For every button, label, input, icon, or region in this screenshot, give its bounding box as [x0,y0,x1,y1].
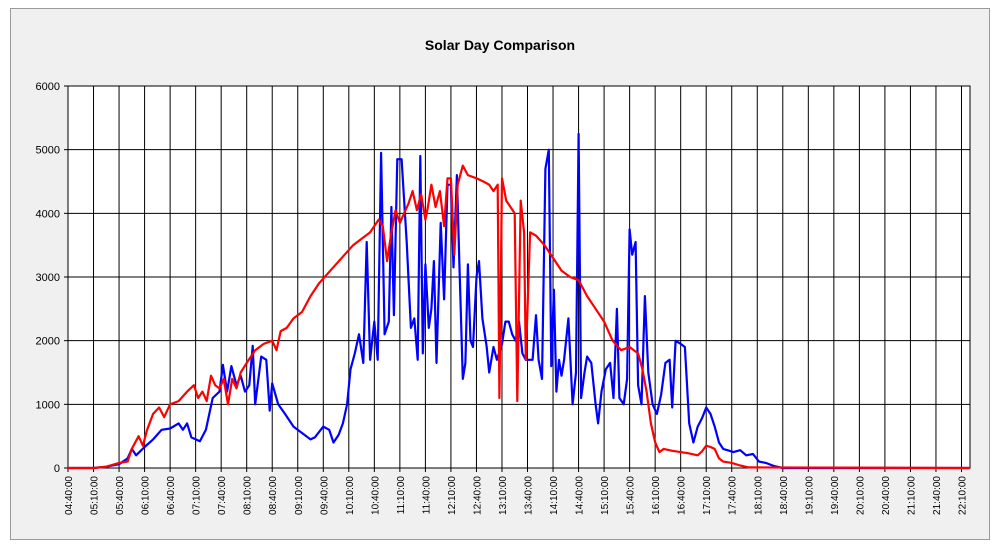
y-tick-label: 1000 [36,399,60,411]
x-tick-label: 17:40:00 [728,476,739,515]
x-tick-label: 12:10:00 [447,476,458,515]
x-tick-label: 17:10:00 [702,476,713,515]
series-line-blue [68,132,970,470]
x-tick-label: 22:10:00 [957,476,968,515]
x-tick-label: 20:40:00 [881,476,892,515]
x-tick-label: 13:40:00 [524,476,535,515]
x-tick-label: 14:40:00 [575,476,586,515]
x-tick-label: 21:40:00 [932,476,943,515]
x-tick-label: 10:10:00 [345,476,356,515]
x-tick-label: 06:40:00 [166,476,177,515]
x-tick-label: 04:40:00 [64,476,75,515]
x-tick-label: 07:40:00 [217,476,228,515]
x-tick-label: 08:40:00 [268,476,279,515]
x-tick-label: 16:40:00 [677,476,688,515]
y-tick-label: 0 [54,463,60,475]
x-tick-label: 13:10:00 [498,476,509,515]
x-tick-label: 18:10:00 [753,476,764,515]
x-tick-label: 15:10:00 [600,476,611,515]
y-tick-label: 3000 [36,272,60,284]
x-tick-label: 05:10:00 [90,476,101,515]
x-tick-label: 16:10:00 [651,476,662,515]
x-tick-label: 11:40:00 [421,476,432,515]
y-tick-label: 5000 [36,145,60,157]
x-tick-label: 07:10:00 [192,476,203,515]
x-tick-label: 19:40:00 [830,476,841,515]
y-tick-label: 6000 [36,81,60,93]
x-tick-label: 08:10:00 [243,476,254,515]
x-tick-label: 18:40:00 [779,476,790,515]
x-tick-label: 20:10:00 [855,476,866,515]
x-tick-label: 14:10:00 [549,476,560,515]
series-line-red [68,164,971,470]
chart-title: Solar Day Comparison [425,37,575,53]
top-strip [0,0,995,8]
x-tick-label: 06:10:00 [141,476,152,515]
x-tick-label: 09:10:00 [294,476,305,515]
x-tick-label: 09:40:00 [319,476,330,515]
x-tick-label: 10:40:00 [370,476,381,515]
x-tick-label: 15:40:00 [626,476,637,515]
x-tick-label: 11:10:00 [396,476,407,515]
x-tick-label: 05:40:00 [115,476,126,515]
x-tick-label: 19:10:00 [804,476,815,515]
y-tick-label: 2000 [36,336,60,348]
y-tick-label: 4000 [36,208,60,220]
x-tick-label: 21:10:00 [906,476,917,515]
x-tick-label: 12:40:00 [472,476,483,515]
